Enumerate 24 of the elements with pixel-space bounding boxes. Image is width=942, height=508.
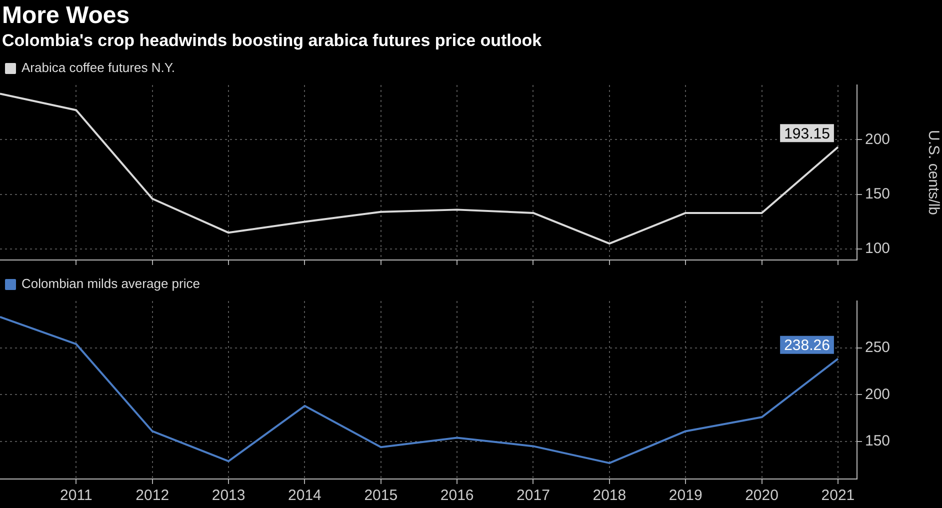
x-tick-label: 2017 xyxy=(516,487,550,504)
legend-label: Arabica coffee futures N.Y. xyxy=(22,60,175,76)
y-tick-label: 200 xyxy=(865,386,890,403)
data-label: 193.15 xyxy=(784,125,830,142)
y-tick-label: 150 xyxy=(865,432,890,450)
y-tick-label: 200 xyxy=(865,130,890,148)
x-tick-label: 2018 xyxy=(592,487,626,504)
data-label: 238.26 xyxy=(784,336,830,354)
x-tick-label: 2019 xyxy=(668,487,702,504)
chart-subtitle: Colombia's crop headwinds boosting arabica futures price outlook xyxy=(2,30,543,52)
x-tick-label: 2013 xyxy=(212,487,246,504)
x-tick-label: 2021 xyxy=(821,487,855,504)
y-tick-label: 100 xyxy=(865,240,890,258)
x-tick-label: 2015 xyxy=(364,487,398,504)
x-tick-label: 2014 xyxy=(288,487,322,504)
y-tick-label: 250 xyxy=(865,338,890,356)
x-tick-label: 2020 xyxy=(745,487,778,504)
x-tick-label: 2012 xyxy=(136,487,170,504)
y-axis-title: U.S. cents/lb xyxy=(924,130,942,216)
y-tick-label: 150 xyxy=(865,186,890,203)
x-tick-label: 2011 xyxy=(60,487,92,504)
x-tick-label: 2016 xyxy=(440,487,474,504)
chart-title: More Woes xyxy=(2,2,131,30)
legend-label: Colombian milds average price xyxy=(22,276,200,292)
